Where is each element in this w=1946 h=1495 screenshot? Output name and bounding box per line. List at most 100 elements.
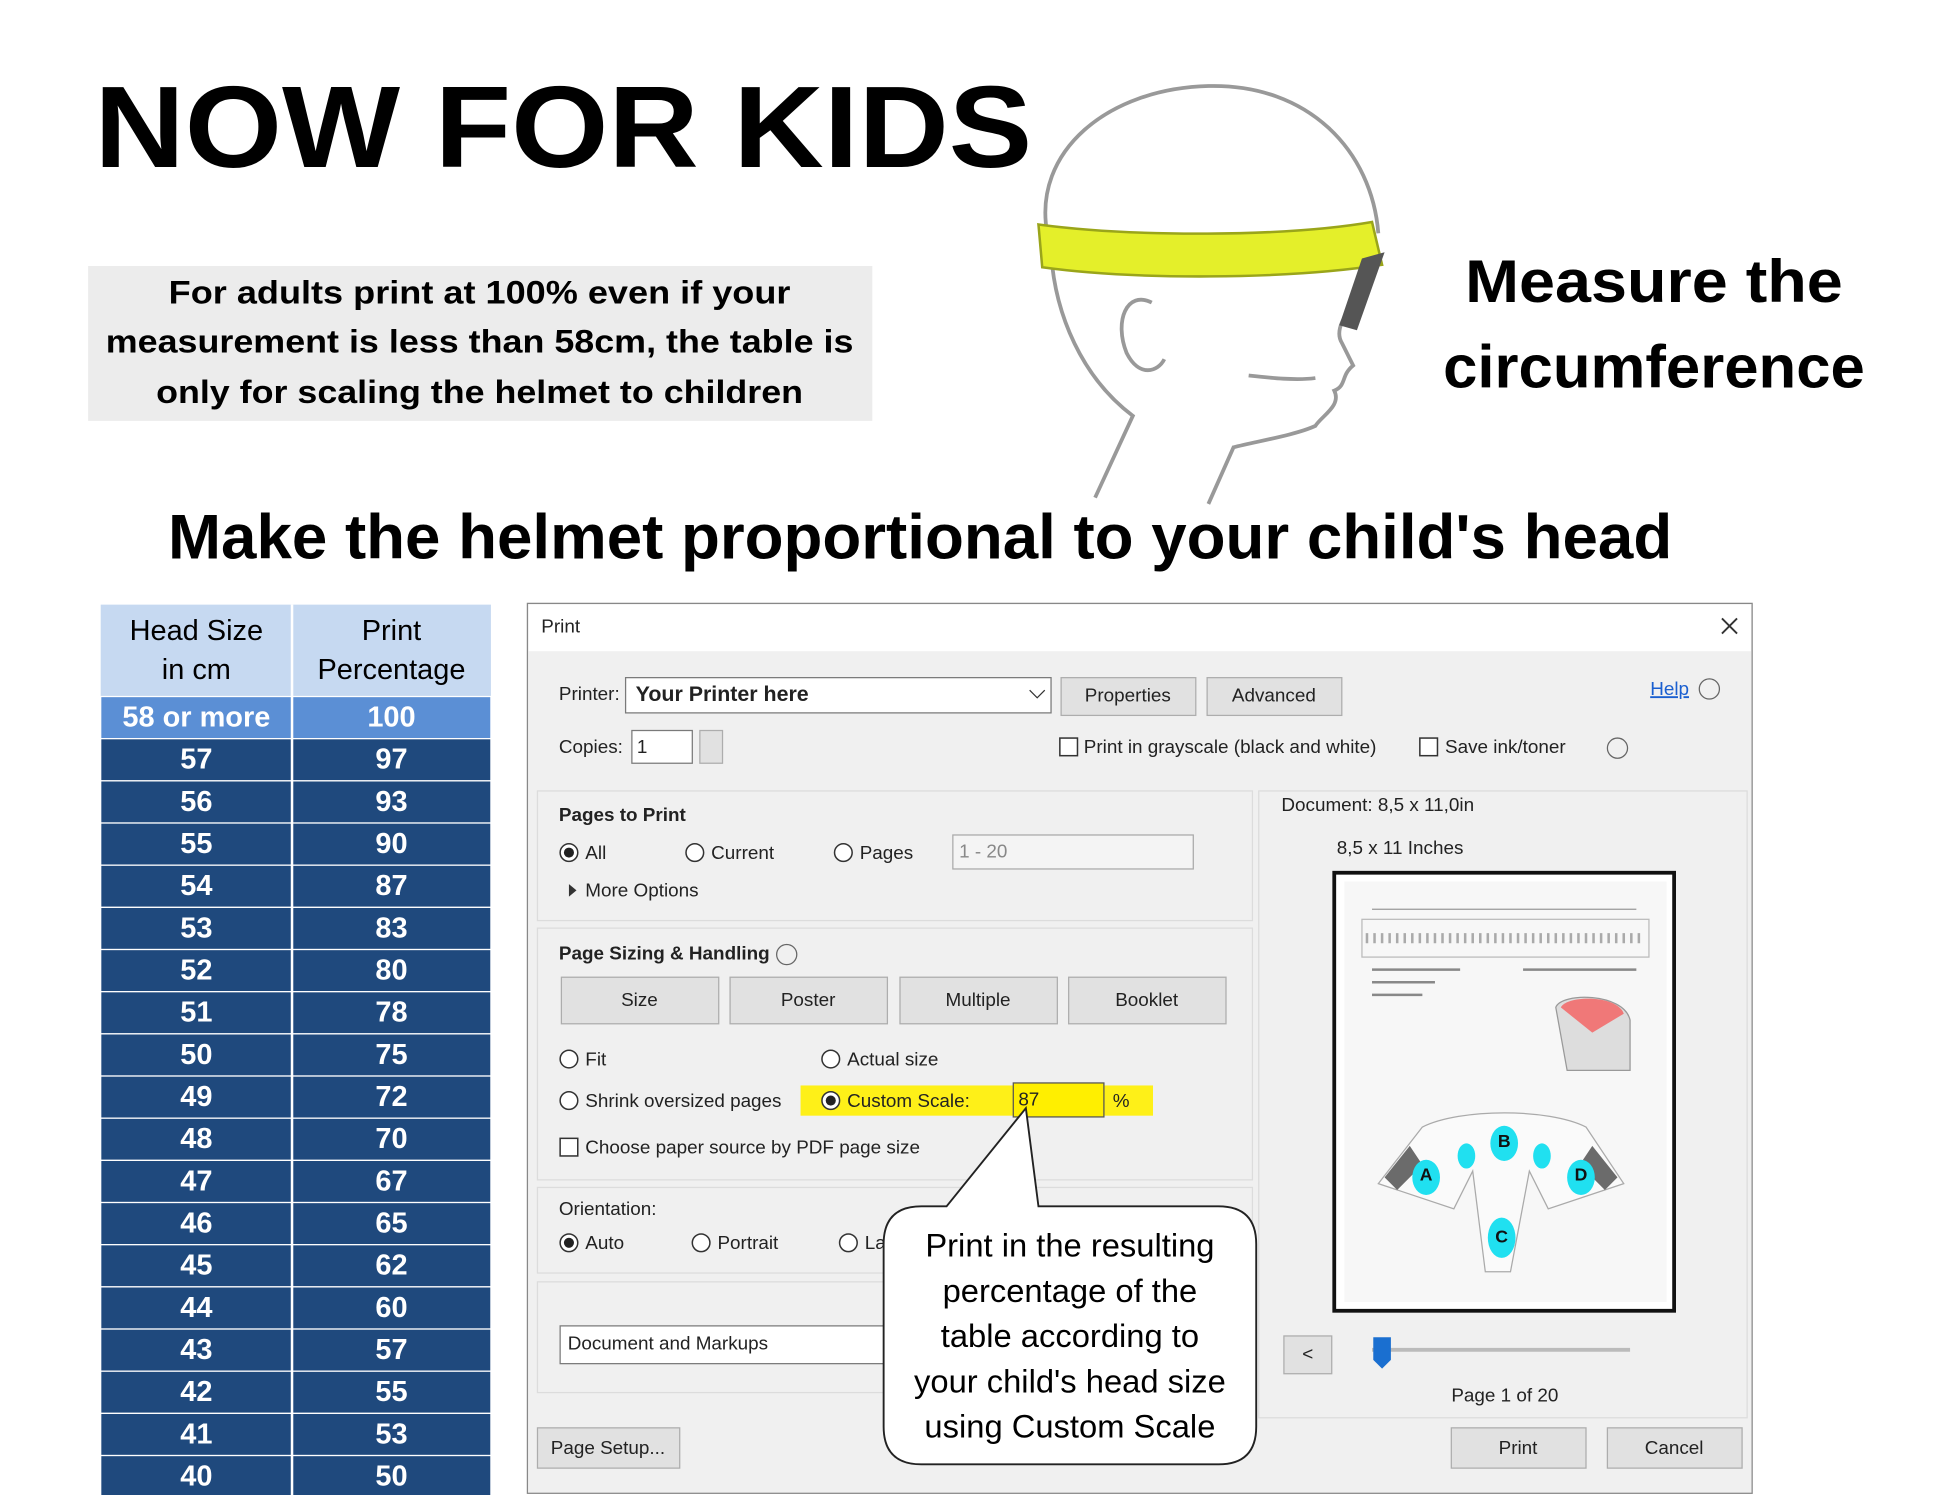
- table-cell: 48: [180, 1123, 212, 1155]
- note-line: measurement is less than 58cm, the table…: [106, 323, 854, 360]
- table-row: [100, 1412, 492, 1457]
- slider-thumb[interactable]: [1373, 1337, 1391, 1369]
- title-bar: [528, 604, 1751, 652]
- note-line: For adults print at 100% even if your: [169, 274, 791, 311]
- table-cell: 62: [375, 1250, 407, 1282]
- spinner[interactable]: [699, 729, 724, 764]
- table-cell: 65: [375, 1208, 407, 1240]
- radio-label: Actual size: [847, 1049, 938, 1070]
- header-cell: in cm: [162, 654, 231, 686]
- table-cell: 51: [180, 997, 212, 1029]
- scale-value: 87: [1018, 1090, 1039, 1111]
- checkbox[interactable]: [1059, 737, 1079, 757]
- radio[interactable]: [833, 843, 853, 863]
- table-row: [100, 780, 492, 824]
- checkbox[interactable]: [1419, 737, 1439, 757]
- subtitle: Make the helmet proportional to your chi…: [168, 502, 1672, 572]
- table-cell: 42: [180, 1376, 212, 1408]
- table-cell: 50: [375, 1461, 407, 1493]
- button-label: Print: [1499, 1438, 1539, 1459]
- callout-line: table according to: [941, 1317, 1199, 1354]
- table-cell: 67: [375, 1165, 407, 1197]
- prev-button[interactable]: [1283, 1335, 1333, 1375]
- range-input[interactable]: [952, 834, 1194, 870]
- table-row: [100, 1201, 492, 1246]
- scale-input[interactable]: [1012, 1082, 1105, 1118]
- table-cell: 72: [375, 1081, 407, 1113]
- callout-line: your child's head size: [914, 1362, 1226, 1399]
- panel: [536, 927, 1254, 1181]
- radio-label: Shrink oversized pages: [585, 1091, 781, 1112]
- table-cell: 45: [180, 1250, 212, 1282]
- table-cell: 93: [375, 786, 407, 818]
- print-button[interactable]: [1450, 1427, 1587, 1469]
- checkbox-label: Choose paper source by PDF page size: [585, 1137, 920, 1158]
- more-options[interactable]: More Options: [585, 881, 698, 902]
- radio[interactable]: [559, 1091, 579, 1111]
- page-setup-button[interactable]: [536, 1427, 681, 1469]
- table-cell: 60: [375, 1292, 407, 1324]
- table-row: [100, 822, 492, 866]
- checkbox[interactable]: [559, 1137, 579, 1157]
- table-cell: 50: [180, 1039, 212, 1071]
- table-row: [100, 991, 492, 1035]
- part-label: D: [1575, 1165, 1588, 1185]
- table-row: [100, 738, 492, 782]
- table-row: [100, 1159, 492, 1204]
- panel-heading: Page Sizing & Handling: [559, 944, 770, 965]
- radio[interactable]: [821, 1049, 841, 1069]
- tab-label: Booklet: [1115, 990, 1179, 1011]
- radio-dot: [563, 847, 574, 858]
- radio[interactable]: [838, 1233, 858, 1253]
- table-cell: 57: [375, 1334, 407, 1366]
- table-row: [100, 906, 492, 951]
- scale-unit: %: [1113, 1091, 1130, 1112]
- info-icon: [776, 943, 798, 966]
- table-row: [100, 948, 492, 993]
- document-size: Document: 8,5 x 11,0in: [1281, 795, 1474, 816]
- cancel-button[interactable]: [1606, 1427, 1743, 1469]
- printer-select[interactable]: [624, 677, 1052, 714]
- dialog-title: Print: [541, 616, 581, 637]
- panel-heading: Orientation:: [559, 1199, 657, 1220]
- table-header: [100, 604, 491, 697]
- tab-button[interactable]: [899, 976, 1058, 1025]
- radio-label: Custom Scale:: [847, 1091, 970, 1112]
- table-row: [100, 1454, 492, 1495]
- printer-name: Your Printer here: [636, 682, 809, 706]
- close-button[interactable]: [1721, 617, 1738, 635]
- radio-label: Fit: [585, 1049, 607, 1070]
- radio-label: Auto: [585, 1233, 624, 1254]
- info-icon: [1606, 737, 1629, 759]
- table-cell: 100: [367, 702, 415, 734]
- radio[interactable]: [685, 843, 705, 863]
- prev-label: <: [1302, 1344, 1313, 1365]
- button-label: Advanced: [1232, 686, 1316, 707]
- help-link[interactable]: Help: [1650, 679, 1689, 700]
- tab-button[interactable]: [560, 976, 720, 1025]
- table-cell: 56: [180, 786, 212, 818]
- button-label: Properties: [1085, 686, 1171, 707]
- preview-content: [1344, 881, 1667, 1302]
- advanced-button[interactable]: [1206, 677, 1343, 717]
- table-cell: 87: [375, 870, 407, 902]
- radio-label: Portrait: [717, 1233, 779, 1254]
- tab-button[interactable]: [729, 976, 889, 1025]
- radio[interactable]: [559, 1049, 579, 1069]
- table-cell: 47: [180, 1165, 212, 1197]
- measure-line: circumference: [1443, 333, 1865, 401]
- table-cell: 80: [375, 955, 407, 987]
- table-cell: 90: [375, 828, 407, 860]
- copies-input[interactable]: [631, 729, 693, 764]
- checkbox-label: Save ink/toner: [1445, 737, 1566, 758]
- radio[interactable]: [691, 1233, 711, 1253]
- table-cell: 83: [375, 912, 407, 944]
- part-label: C: [1495, 1226, 1508, 1246]
- table-cell: 44: [180, 1292, 212, 1324]
- measure-line: Measure the: [1465, 247, 1843, 315]
- tab-button[interactable]: [1068, 976, 1227, 1025]
- properties-button[interactable]: [1060, 677, 1197, 717]
- table-cell: 46: [180, 1208, 212, 1240]
- part-label: B: [1498, 1131, 1511, 1151]
